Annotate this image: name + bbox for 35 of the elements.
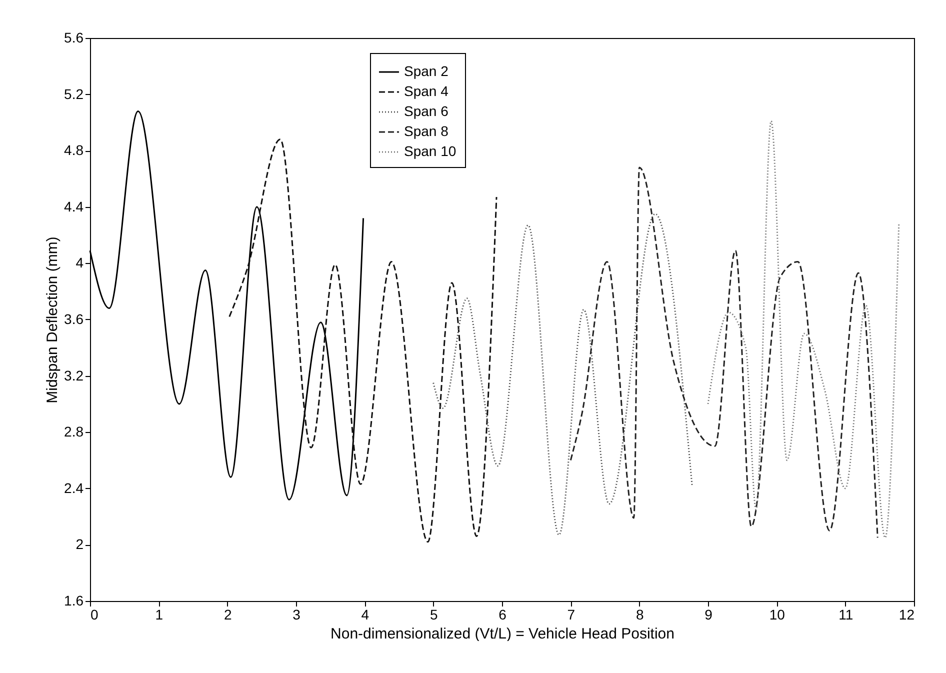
y-axis-title: Midspan Deflection (mm): [44, 236, 62, 404]
legend-label: Span 6: [404, 103, 449, 119]
line-series: [89, 110, 364, 500]
y-tick-label: 4: [76, 254, 84, 271]
y-tick-label: 2.4: [64, 480, 84, 496]
x-tick-label: 2: [224, 606, 232, 622]
line-series: [432, 213, 693, 536]
x-tick-label: 0: [90, 606, 98, 622]
line-series: [707, 120, 900, 538]
y-tick-label: 5.6: [64, 30, 84, 46]
y-tick-label: 4.8: [64, 142, 84, 158]
legend-label: Span 4: [404, 83, 449, 99]
x-tick-label: 5: [430, 606, 438, 622]
x-tick-label: 7: [567, 606, 576, 622]
line-series: [228, 138, 498, 543]
y-tick-label: 2.8: [64, 424, 84, 440]
x-tick-label: 12: [898, 606, 915, 622]
x-tick-label: 4: [361, 606, 370, 622]
y-tick-label: 1.6: [64, 592, 84, 608]
y-tick-label: 2: [76, 536, 84, 552]
legend-label: Span 2: [404, 63, 449, 79]
y-tick-label: 3.6: [64, 311, 84, 327]
y-tick-label: 4.4: [64, 198, 84, 214]
y-tick-label: 3.2: [64, 367, 84, 384]
x-tick-label: 11: [838, 606, 854, 622]
legend-label: Span 10: [404, 143, 456, 159]
line-series: [570, 166, 878, 538]
x-tick-label: 1: [155, 606, 164, 622]
y-tick-label: 5.2: [64, 86, 84, 102]
x-tick-label: 9: [704, 606, 713, 622]
legend-label: Span 8: [404, 123, 449, 139]
x-tick-label: 10: [769, 606, 786, 622]
x-tick-label: 8: [636, 606, 644, 622]
x-tick-label: 6: [498, 606, 507, 622]
x-tick-label: 3: [292, 606, 301, 622]
